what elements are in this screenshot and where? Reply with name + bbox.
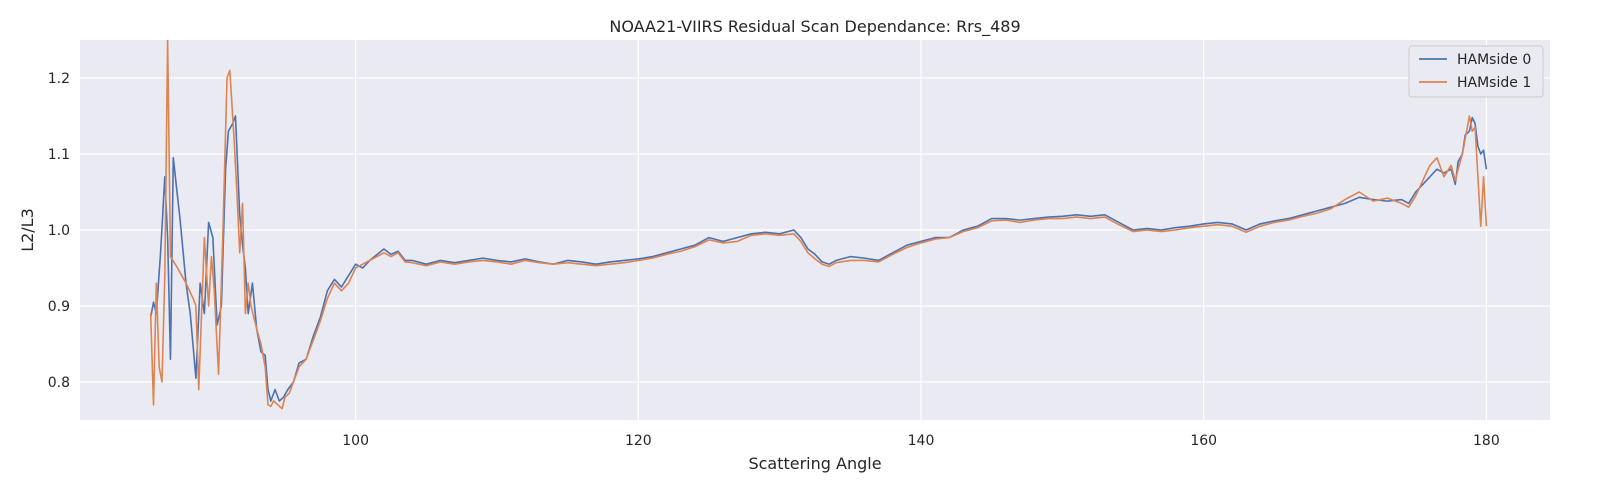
y-tick-labels: 0.8 0.9 1.0 1.1 1.2 xyxy=(48,71,70,391)
legend-label-hamside-0: HAMside 0 xyxy=(1457,52,1531,68)
y-tick-label: 0.8 xyxy=(48,375,70,391)
x-tick-label: 100 xyxy=(342,433,369,449)
y-axis-label: L2/L3 xyxy=(18,208,37,252)
y-tick-label: 1.1 xyxy=(48,147,70,163)
x-tick-label: 120 xyxy=(625,433,652,449)
x-tick-label: 140 xyxy=(908,433,935,449)
legend: HAMside 0 HAMside 1 xyxy=(1408,45,1544,98)
series-layer xyxy=(149,40,1488,410)
x-tick-label: 160 xyxy=(1190,433,1217,449)
x-tick-label: 180 xyxy=(1473,433,1500,449)
x-tick-labels: 100 120 140 160 180 xyxy=(342,433,1500,449)
legend-label-hamside-1: HAMside 1 xyxy=(1457,75,1531,91)
y-tick-label: 1.0 xyxy=(48,223,70,239)
x-axis-label: Scattering Angle xyxy=(748,454,881,473)
y-tick-label: 1.2 xyxy=(48,71,70,87)
chart-title: NOAA21-VIIRS Residual Scan Dependance: R… xyxy=(609,17,1020,37)
gridlines xyxy=(80,40,1550,420)
series-line-hamside-1 xyxy=(149,40,1488,410)
y-tick-label: 0.9 xyxy=(48,299,70,315)
